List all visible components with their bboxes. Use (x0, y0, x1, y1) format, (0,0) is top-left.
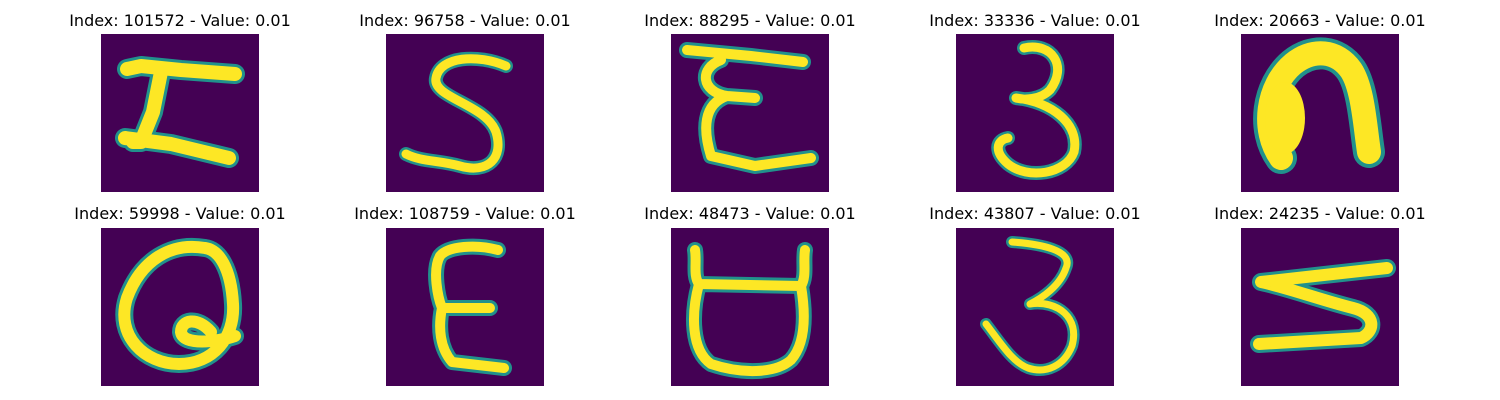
panel-7: Index: 108759 - Value: 0.01 (315, 195, 615, 386)
panel-title: Index: 20663 - Value: 0.01 (1214, 11, 1426, 30)
panel-1: Index: 101572 - Value: 0.01 (30, 0, 330, 192)
digit-image (101, 228, 259, 386)
panel-9: Index: 43807 - Value: 0.01 (885, 195, 1185, 386)
panel-3: Index: 88295 - Value: 0.01 (600, 0, 900, 192)
panel-2: Index: 96758 - Value: 0.01 (315, 0, 615, 192)
digit-image (1241, 34, 1399, 192)
panel-title: Index: 48473 - Value: 0.01 (644, 204, 856, 223)
digit-image (1241, 228, 1399, 386)
panel-title: Index: 108759 - Value: 0.01 (354, 204, 576, 223)
panel-title: Index: 59998 - Value: 0.01 (74, 204, 286, 223)
digit-image (386, 228, 544, 386)
panel-title: Index: 43807 - Value: 0.01 (929, 204, 1141, 223)
panel-title: Index: 101572 - Value: 0.01 (69, 11, 291, 30)
panel-title: Index: 33336 - Value: 0.01 (929, 11, 1141, 30)
panel-10: Index: 24235 - Value: 0.01 (1170, 195, 1470, 386)
digit-image (671, 34, 829, 192)
panel-title: Index: 96758 - Value: 0.01 (359, 11, 571, 30)
panel-5: Index: 20663 - Value: 0.01 (1170, 0, 1470, 192)
panel-6: Index: 59998 - Value: 0.01 (30, 195, 330, 386)
digit-image (101, 34, 259, 192)
panel-title: Index: 24235 - Value: 0.01 (1214, 204, 1426, 223)
digit-image (956, 34, 1114, 192)
panel-title: Index: 88295 - Value: 0.01 (644, 11, 856, 30)
digit-image (386, 34, 544, 192)
digit-image (956, 228, 1114, 386)
panel-8: Index: 48473 - Value: 0.01 (600, 195, 900, 386)
panel-4: Index: 33336 - Value: 0.01 (885, 0, 1185, 192)
digit-image (671, 228, 829, 386)
